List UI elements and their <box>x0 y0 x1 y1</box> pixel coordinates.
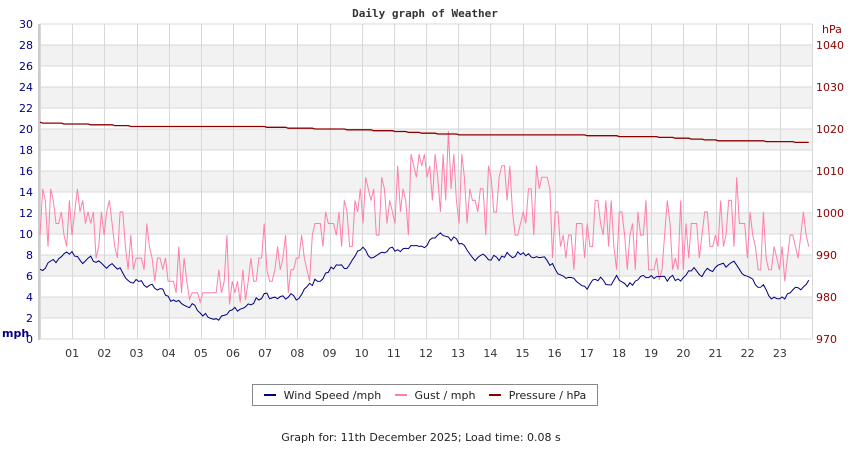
svg-text:4: 4 <box>26 291 33 304</box>
svg-text:23: 23 <box>773 347 787 360</box>
svg-text:13: 13 <box>451 347 465 360</box>
svg-text:18: 18 <box>19 144 33 157</box>
svg-text:6: 6 <box>26 270 33 283</box>
svg-text:8: 8 <box>26 249 33 262</box>
svg-text:980: 980 <box>816 291 837 304</box>
svg-text:16: 16 <box>19 165 33 178</box>
svg-text:14: 14 <box>19 186 33 199</box>
svg-text:1010: 1010 <box>816 165 844 178</box>
x-axis: 01 02 03 04 05 06 07 08 09 10 11 12 13 14 15 16 17 18 19 20… <box>65 347 787 360</box>
gust-series-line <box>39 131 810 305</box>
svg-text:1000: 1000 <box>816 207 844 220</box>
svg-text:28: 28 <box>19 39 33 52</box>
svg-text:02: 02 <box>97 347 111 360</box>
svg-text:20: 20 <box>19 123 33 136</box>
svg-text:07: 07 <box>258 347 272 360</box>
svg-text:12: 12 <box>419 347 433 360</box>
svg-text:20: 20 <box>676 347 690 360</box>
svg-text:970: 970 <box>816 333 837 346</box>
svg-text:11: 11 <box>387 347 401 360</box>
svg-text:24: 24 <box>19 81 33 94</box>
legend-label-gust: Gust / mph <box>414 388 476 402</box>
wind-speed-series-line <box>39 232 810 321</box>
svg-text:17: 17 <box>580 347 594 360</box>
svg-text:10: 10 <box>355 347 369 360</box>
svg-text:2: 2 <box>26 312 33 325</box>
svg-text:06: 06 <box>226 347 240 360</box>
svg-text:1040: 1040 <box>816 39 844 52</box>
svg-text:18: 18 <box>612 347 626 360</box>
svg-text:16: 16 <box>548 347 562 360</box>
svg-text:19: 19 <box>644 347 658 360</box>
weather-chart: Daily graph of Weather 02468101214161820… <box>2 7 844 360</box>
legend-label-pressure: Pressure / hPa <box>508 388 587 402</box>
svg-text:14: 14 <box>483 347 497 360</box>
svg-text:0: 0 <box>26 333 33 346</box>
footer-status: Graph for: 11th December 2025; Load time… <box>281 431 561 444</box>
pressure-swatch-icon <box>488 394 501 396</box>
svg-text:26: 26 <box>19 60 33 73</box>
svg-text:1030: 1030 <box>816 81 844 94</box>
chart-title: Daily graph of Weather <box>352 7 498 20</box>
legend-item-gust: Gust / mph <box>394 388 476 402</box>
svg-text:22: 22 <box>741 347 755 360</box>
svg-text:22: 22 <box>19 102 33 115</box>
svg-text:1020: 1020 <box>816 123 844 136</box>
pressure-series-line <box>39 121 809 144</box>
wind-speed-swatch-icon <box>263 394 276 396</box>
svg-text:990: 990 <box>816 249 837 262</box>
y-axis-right-unit: hPa <box>822 23 842 36</box>
svg-text:10: 10 <box>19 228 33 241</box>
y-axis-right: 970 980 990 1000 1010 1020 1030 1040 <box>816 39 844 346</box>
svg-text:08: 08 <box>290 347 304 360</box>
svg-text:01: 01 <box>65 347 79 360</box>
svg-text:05: 05 <box>194 347 208 360</box>
svg-text:30: 30 <box>19 18 33 31</box>
gust-swatch-icon <box>394 394 407 396</box>
svg-text:04: 04 <box>162 347 176 360</box>
legend-item-pressure: Pressure / hPa <box>488 388 587 402</box>
y-axis-left-unit: mph <box>2 327 29 340</box>
chart-legend: Wind Speed /mph Gust / mph Pressure / hP… <box>252 384 598 406</box>
svg-text:21: 21 <box>709 347 723 360</box>
grid-lines <box>38 23 813 340</box>
legend-label-wind-speed: Wind Speed /mph <box>283 388 382 402</box>
svg-text:15: 15 <box>516 347 530 360</box>
legend-item-wind-speed: Wind Speed /mph <box>263 388 382 402</box>
svg-text:03: 03 <box>130 347 144 360</box>
svg-text:09: 09 <box>323 347 337 360</box>
svg-text:12: 12 <box>19 207 33 220</box>
